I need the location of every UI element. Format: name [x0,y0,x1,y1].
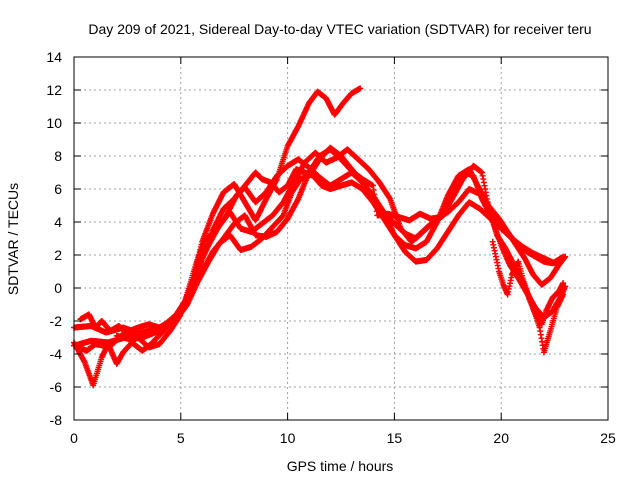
data-point [177,312,184,319]
data-point [560,291,567,298]
data-point [562,253,569,260]
y-tick-label: -2 [50,313,63,329]
y-tick-label: -4 [50,346,63,362]
x-tick-label: 20 [493,430,509,446]
tick-labels: 0 5 10 15 20 25 -8 -6 -4 -2 0 2 4 6 8 10 12 14 [46,49,616,446]
y-tick-label: 2 [54,247,62,263]
y-tick-label: 6 [54,181,62,197]
y-tick-label: 12 [46,82,62,98]
y-tick-label: 0 [54,280,62,296]
data-point [560,280,567,287]
y-axis-label: SDTVAR / TECUs [5,183,21,295]
plot-border [73,56,609,421]
series-track-7 [77,238,567,351]
data-point [357,85,364,92]
chart-title: Day 209 of 2021, Sidereal Day-to-day VTE… [88,21,591,37]
x-axis-label: GPS time / hours [287,458,394,474]
y-tick-label: 8 [54,148,62,164]
x-tick-label: 25 [600,430,616,446]
y-tick-label: 14 [46,49,62,65]
y-tick-label: 4 [54,214,62,230]
axis-ticks [73,56,609,421]
x-tick-label: 15 [387,430,403,446]
series-track-6 [75,166,569,354]
x-tick-label: 0 [70,430,78,446]
y-tick-label: -8 [50,412,63,428]
x-tick-label: 5 [177,430,185,446]
grid-lines [74,57,608,420]
y-tick-label: 10 [46,115,62,131]
x-tick-label: 10 [280,430,296,446]
data-points [71,85,569,389]
y-tick-label: -6 [50,379,63,395]
